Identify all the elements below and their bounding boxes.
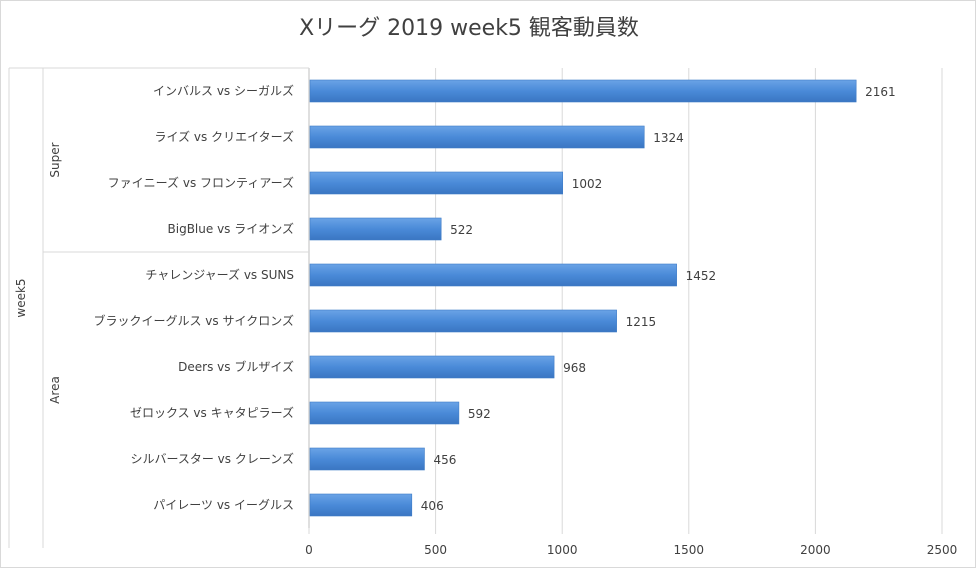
data-label: 968 [563, 361, 586, 375]
category-brackets: Super Area week5 [8, 67, 309, 548]
data-label: 1215 [626, 315, 657, 329]
x-tick-label: 500 [424, 543, 447, 557]
category-label: インバルス vs シーガルズ [153, 83, 294, 98]
data-label: 592 [468, 407, 491, 421]
bar [309, 355, 555, 379]
bar [309, 401, 460, 425]
category-label: ブラックイーグルス vs サイクロンズ [93, 313, 294, 328]
x-tick-label: 1500 [674, 543, 705, 557]
category-label: パイレーツ vs イーグルス [153, 498, 294, 512]
bar [309, 171, 564, 195]
bar [309, 217, 442, 241]
bar [309, 125, 645, 149]
bar [309, 79, 857, 103]
data-label: 2161 [865, 85, 896, 99]
x-tick-label: 2500 [927, 543, 958, 557]
data-label: 406 [421, 499, 444, 513]
data-label: 456 [433, 453, 456, 467]
category-label: ゼロックス vs キャタピラーズ [130, 405, 294, 420]
bar [309, 447, 425, 471]
data-label: 1452 [686, 269, 717, 283]
data-label: 1324 [653, 131, 684, 145]
data-label: 522 [450, 223, 473, 237]
group-label: Super [48, 142, 62, 177]
bars [309, 79, 857, 517]
bar [309, 263, 677, 287]
category-label: ライズ vs クリエイターズ [154, 129, 294, 144]
x-tick-label: 2000 [800, 543, 831, 557]
category-label: チャレンジャーズ vs SUNS [145, 267, 294, 282]
data-label: 1002 [572, 177, 603, 191]
x-tick-label: 0 [305, 543, 313, 557]
category-label: Deers vs ブルザイズ [178, 359, 294, 374]
category-label: ファイニーズ vs フロンティアーズ [108, 175, 294, 190]
outer-group-label: week5 [14, 278, 28, 317]
category-label: シルバースター vs クレーンズ [130, 451, 294, 466]
x-tick-label: 1000 [547, 543, 578, 557]
x-axis-ticks: 0 500 1000 1500 2000 2500 [305, 543, 957, 557]
bar [309, 309, 617, 333]
chart-title: Xリーグ 2019 week5 観客動員数 [299, 16, 639, 41]
group-label: Area [48, 376, 62, 404]
bar [309, 493, 413, 517]
category-label: BigBlue vs ライオンズ [168, 221, 294, 236]
data-labels: 2161 1324 1002 522 1452 1215 968 592 456 406 [421, 85, 896, 513]
